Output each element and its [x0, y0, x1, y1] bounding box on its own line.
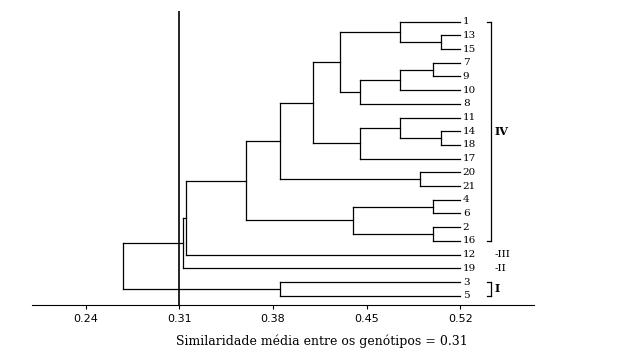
- Text: -III: -III: [495, 250, 511, 259]
- Text: I: I: [495, 283, 500, 294]
- Text: 8: 8: [463, 99, 469, 108]
- Text: 17: 17: [463, 154, 476, 163]
- Text: 19: 19: [463, 264, 476, 273]
- Text: 7: 7: [463, 58, 469, 67]
- Text: 14: 14: [463, 127, 476, 136]
- Text: 5: 5: [463, 291, 469, 300]
- Text: 16: 16: [463, 236, 476, 245]
- Text: 4: 4: [463, 195, 469, 204]
- Text: 2: 2: [463, 223, 469, 232]
- Text: 1: 1: [463, 17, 469, 26]
- Text: 9: 9: [463, 72, 469, 81]
- Text: 20: 20: [463, 168, 476, 177]
- Text: 21: 21: [463, 181, 476, 191]
- Text: 12: 12: [463, 250, 476, 259]
- Text: 3: 3: [463, 278, 469, 286]
- Text: 11: 11: [463, 113, 476, 122]
- Text: 6: 6: [463, 209, 469, 218]
- Text: Similaridade média entre os genótipos = 0.31: Similaridade média entre os genótipos = …: [176, 334, 467, 348]
- Text: -II: -II: [495, 264, 507, 273]
- Text: IV: IV: [495, 126, 509, 137]
- Text: 15: 15: [463, 44, 476, 54]
- Text: 10: 10: [463, 86, 476, 95]
- Text: 13: 13: [463, 31, 476, 40]
- Text: 18: 18: [463, 141, 476, 149]
